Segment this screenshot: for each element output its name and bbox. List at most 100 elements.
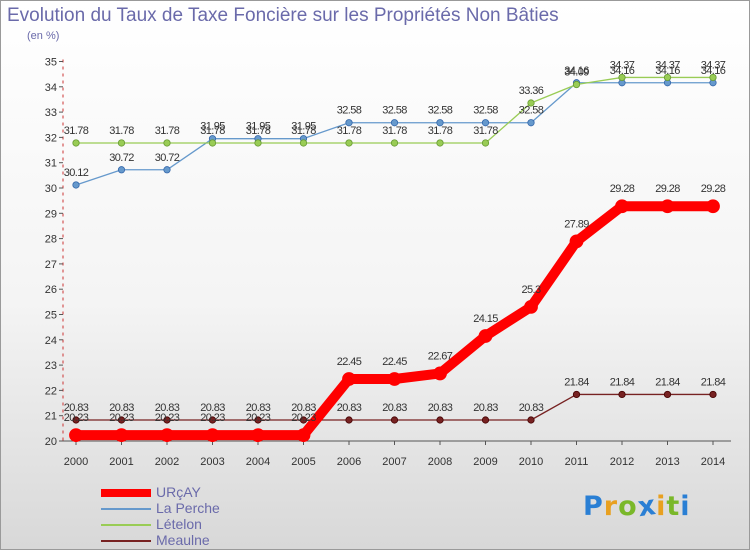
data-point-urcay <box>615 199 629 214</box>
data-label-la-perche: 32.58 <box>519 105 544 117</box>
data-label-la-perche: 34.16 <box>564 65 589 77</box>
data-label-urcay: 22.67 <box>428 350 453 362</box>
y-tick-label: 32 <box>45 132 57 144</box>
data-label-la-perche: 34.16 <box>610 65 635 77</box>
data-label-urcay: 20.23 <box>64 412 89 424</box>
x-tick-label: 2013 <box>655 456 679 468</box>
legend-label: Meaulne <box>156 532 210 548</box>
data-point-meaulne <box>481 416 490 424</box>
data-label-urcay: 20.23 <box>291 412 316 424</box>
data-point-meaulne <box>163 416 171 424</box>
data-label-meaulne: 20.83 <box>246 402 271 414</box>
data-label-la-perche: 30.72 <box>109 152 134 164</box>
data-point-urcay <box>69 428 83 443</box>
x-tick-label: 2008 <box>428 456 452 468</box>
data-label-urcay: 29.28 <box>655 183 680 195</box>
data-label-la-perche: 31.95 <box>200 121 225 133</box>
data-label-la-perche: 34.16 <box>655 65 680 77</box>
data-label-letelon: 34.37 <box>655 59 680 71</box>
data-point-la-perche <box>436 119 444 127</box>
y-tick-label: 33 <box>45 107 57 119</box>
data-point-meaulne <box>345 416 353 424</box>
x-tick-label: 2003 <box>200 456 224 468</box>
data-label-letelon: 33.36 <box>519 85 544 97</box>
data-point-urcay <box>160 428 174 443</box>
x-tick-label: 2005 <box>291 456 315 468</box>
data-label-urcay: 24.15 <box>473 313 498 325</box>
logo-letter: o <box>618 491 638 522</box>
data-point-urcay <box>251 428 265 443</box>
legend-swatch <box>101 508 151 510</box>
data-point-meaulne <box>436 416 444 424</box>
legend-swatch <box>101 524 151 526</box>
data-point-urcay <box>569 234 584 249</box>
data-label-la-perche: 31.95 <box>291 121 316 133</box>
legend-label: URçAY <box>156 484 201 500</box>
y-tick-label: 20 <box>45 436 57 448</box>
data-label-urcay: 22.45 <box>382 356 407 368</box>
data-label-letelon: 31.78 <box>200 125 225 137</box>
proxiti-logo: Proxiti <box>583 490 691 523</box>
data-point-meaulne <box>72 416 80 424</box>
data-label-meaulne: 21.84 <box>610 376 635 388</box>
y-tick-label: 35 <box>45 57 57 69</box>
data-label-meaulne: 21.84 <box>655 376 680 388</box>
data-label-meaulne: 20.83 <box>200 402 225 414</box>
x-tick-label: 2000 <box>64 456 88 468</box>
y-tick-label: 22 <box>45 385 57 397</box>
data-point-letelon <box>299 139 308 147</box>
x-tick-label: 2014 <box>701 456 725 468</box>
data-point-meaulne <box>663 390 672 399</box>
data-label-meaulne: 20.83 <box>64 402 89 414</box>
data-label-meaulne: 21.84 <box>701 376 726 388</box>
data-label-urcay: 20.23 <box>155 412 180 424</box>
x-tick-label: 2004 <box>246 456 270 468</box>
data-point-letelon <box>254 139 262 147</box>
data-point-letelon <box>345 139 353 147</box>
data-point-la-perche <box>481 119 490 127</box>
y-tick-label: 34 <box>45 82 57 94</box>
data-point-urcay <box>660 199 675 214</box>
legend-label: La Perche <box>156 500 220 516</box>
data-point-la-perche <box>72 181 80 189</box>
data-point-la-perche <box>390 119 399 127</box>
data-point-meaulne <box>117 416 126 424</box>
x-tick-label: 2001 <box>109 456 133 468</box>
data-label-letelon: 34.09 <box>564 67 589 79</box>
data-label-urcay: 29.28 <box>701 183 726 195</box>
series-line-urcay <box>76 201 713 441</box>
data-point-letelon <box>572 80 581 89</box>
data-label-letelon: 34.37 <box>610 59 635 71</box>
x-tick-label: 2002 <box>155 456 179 468</box>
logo-letter: i <box>680 491 691 522</box>
logo-letter: r <box>603 491 619 522</box>
logo-letter: i <box>656 491 667 522</box>
y-tick-label: 31 <box>45 158 57 170</box>
logo-letter: P <box>583 491 604 522</box>
data-label-meaulne: 21.84 <box>564 376 589 388</box>
data-label-urcay: 20.23 <box>246 412 271 424</box>
legend-swatch <box>101 489 151 497</box>
data-point-letelon <box>618 73 626 82</box>
data-label-meaulne: 20.83 <box>428 402 453 414</box>
data-label-la-perche: 30.72 <box>155 152 180 164</box>
data-point-meaulne <box>390 416 399 424</box>
data-label-la-perche: 32.58 <box>428 105 453 117</box>
data-label-urcay: 20.23 <box>109 412 134 424</box>
data-label-letelon: 31.78 <box>382 125 407 137</box>
data-label-meaulne: 20.83 <box>519 402 544 414</box>
data-point-la-perche <box>345 119 353 127</box>
data-label-meaulne: 20.83 <box>337 402 362 414</box>
data-label-meaulne: 20.83 <box>155 402 180 414</box>
y-tick-label: 29 <box>45 208 57 220</box>
data-label-letelon: 31.78 <box>291 125 316 137</box>
data-label-letelon: 31.78 <box>337 125 362 137</box>
data-label-la-perche: 30.12 <box>64 167 89 179</box>
data-label-la-perche: 32.58 <box>473 105 498 117</box>
data-point-urcay <box>433 366 447 381</box>
y-tick-label: 21 <box>45 411 57 423</box>
data-point-urcay <box>296 428 311 443</box>
data-point-meaulne <box>709 390 717 399</box>
